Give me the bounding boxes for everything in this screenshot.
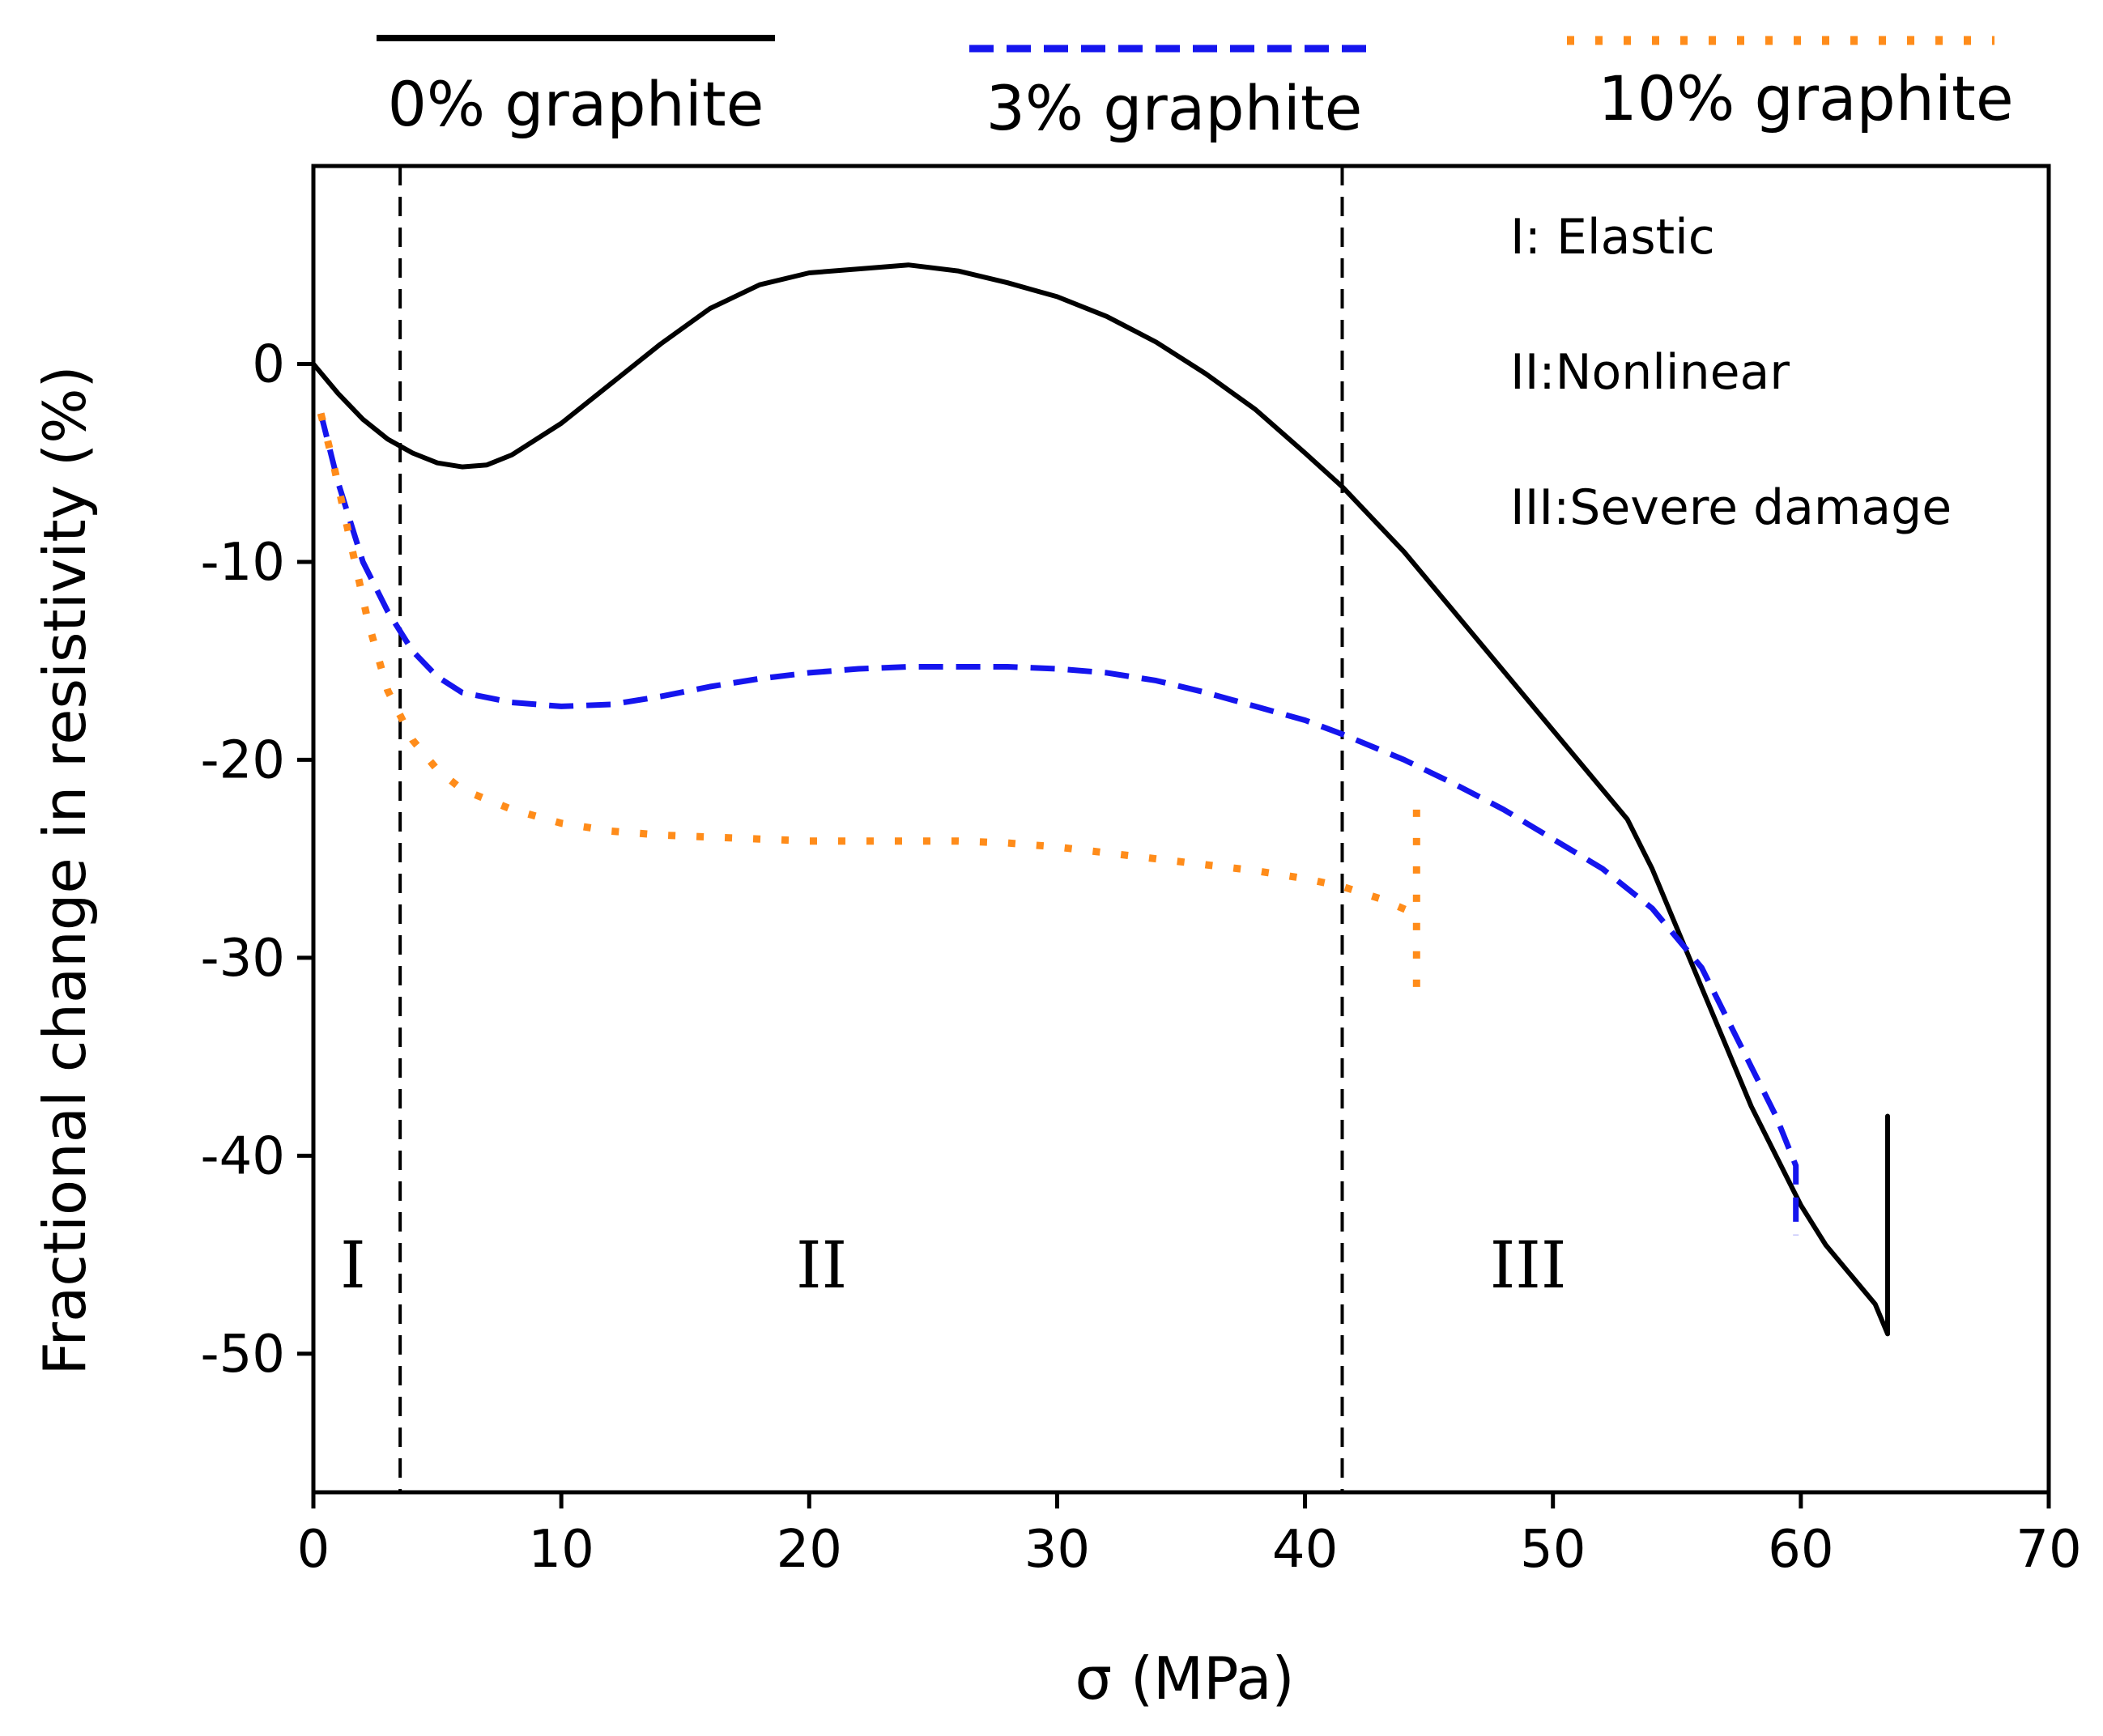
x-axis-title: σ (MPa) xyxy=(1075,1645,1294,1713)
y-tick-label: -40 xyxy=(200,1126,285,1186)
y-tick-label: -20 xyxy=(200,730,285,790)
region-label-i: I xyxy=(340,1228,366,1303)
annotation-nonlinear: II:Nonlinear xyxy=(1510,344,1790,401)
annotation-severe-damage: III:Severe damage xyxy=(1510,479,1952,536)
x-tick-label: 40 xyxy=(1272,1520,1338,1580)
x-tick-label: 30 xyxy=(1024,1520,1090,1580)
x-tick-label: 50 xyxy=(1520,1520,1586,1580)
x-tick-label: 0 xyxy=(297,1520,330,1580)
y-axis-title: Fractional change in resistivity (%) xyxy=(31,365,99,1375)
series-line-0pct-graphite xyxy=(311,262,1890,1337)
annotation-elastic: I: Elastic xyxy=(1510,209,1715,266)
region-label-iii: III xyxy=(1490,1228,1567,1303)
x-tick-label: 20 xyxy=(777,1520,842,1580)
y-tick-label: 0 xyxy=(252,334,285,394)
x-tick-label: 10 xyxy=(528,1520,594,1580)
legend-label-0pct: 0% graphite xyxy=(388,68,764,140)
region-label-ii: II xyxy=(796,1228,847,1303)
y-tick-label: -50 xyxy=(200,1325,285,1385)
y-tick-label: -30 xyxy=(200,929,285,989)
legend: 0% graphite 3% graphite 10% graphite xyxy=(377,35,2014,144)
legend-label-3pct: 3% graphite xyxy=(986,72,1363,144)
plot-frame xyxy=(311,164,2051,1495)
x-tick-label: 70 xyxy=(2016,1520,2081,1580)
x-tick-label: 60 xyxy=(1768,1520,1833,1580)
legend-label-10pct: 10% graphite xyxy=(1598,62,2013,134)
x-axis: 0 10 20 30 40 50 60 70 xyxy=(297,1492,2082,1580)
y-axis: 0 -10 -20 -30 -40 -50 xyxy=(200,334,313,1385)
y-tick-label: -10 xyxy=(200,533,285,593)
series-line-3pct-graphite xyxy=(317,412,1799,1236)
